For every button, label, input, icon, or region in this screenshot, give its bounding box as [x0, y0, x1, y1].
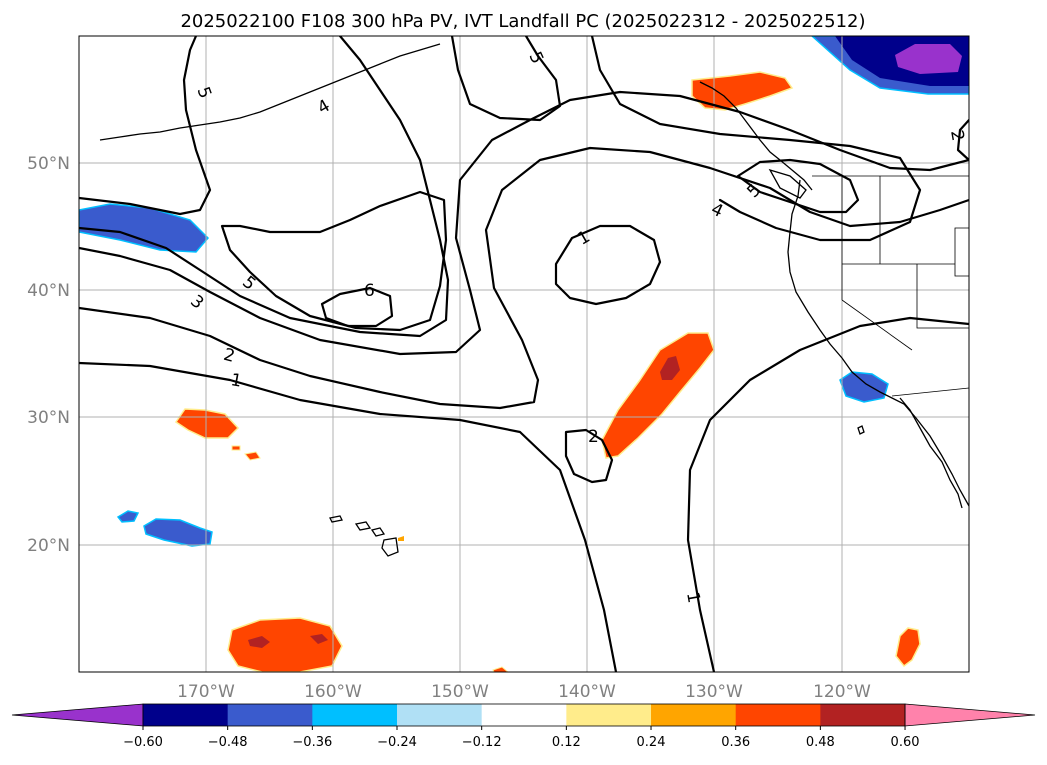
lon-tick-160w: 160°W	[304, 682, 362, 702]
shade-pos-tiny-hawaii	[398, 536, 404, 541]
positive-shading	[174, 71, 921, 672]
shade-neg-socal	[839, 371, 889, 403]
contour-label: 1	[682, 591, 704, 605]
colorbar-segment	[481, 704, 567, 726]
shade-pos-south-core-a	[248, 636, 270, 648]
contour-4	[79, 36, 450, 338]
border-us-mexico	[891, 387, 969, 397]
contour-label: 2	[221, 345, 237, 367]
colorbar-tick-label: −0.36	[292, 735, 332, 750]
colorbar-segment	[651, 704, 737, 726]
map-panel: 5 4 5 5 6 3 2 1 1 4 5 2 2 1	[79, 36, 969, 672]
island-hawaii-c	[370, 527, 386, 537]
shade-pos-small-a	[244, 451, 261, 461]
colorbar-segment	[227, 704, 313, 726]
latitude-ticks: 50°N 40°N 30°N 20°N	[27, 154, 70, 556]
lat-tick-40n: 40°N	[27, 281, 70, 301]
pv-contours	[79, 36, 969, 672]
shade-pos-mexico	[895, 627, 921, 668]
contour-label: 6	[364, 281, 375, 301]
colorbar-tick-label: 0.36	[721, 735, 750, 750]
shade-pos-northwest-hawaii	[174, 408, 240, 439]
lat-tick-30n: 30°N	[27, 408, 70, 428]
shade-neg-northeast-core	[895, 44, 962, 74]
colorbar-segment	[397, 704, 483, 726]
border-state-d	[841, 299, 913, 351]
figure-title: 2025022100 F108 300 hPa PV, IVT Landfall…	[180, 11, 865, 32]
colorbar-segment	[820, 704, 906, 726]
contour-1-ridge	[554, 224, 662, 306]
colorbar-segment	[735, 704, 821, 726]
colorbar-extend-low	[11, 703, 144, 727]
coast-alaska-panhandle	[699, 81, 813, 191]
contour-2-northeast	[956, 118, 969, 162]
island-hawaii-a	[329, 515, 343, 523]
colorbar-tick-label: −0.12	[462, 735, 502, 750]
border-state-e	[916, 264, 969, 329]
lon-tick-140w: 140°W	[558, 682, 616, 702]
coast-aleutians	[99, 43, 441, 141]
colorbar-tick-label: −0.48	[208, 735, 248, 750]
border-state-f	[954, 227, 969, 277]
contour-5-east	[736, 158, 860, 214]
colorbar-tick-label: 0.48	[806, 735, 835, 750]
political-borders	[812, 175, 969, 397]
lon-tick-130w: 130°W	[685, 682, 743, 702]
contour-2	[79, 146, 969, 410]
colorbar: −0.60 −0.48 −0.36 −0.24 −0.12 0.12 0.24 0.36 0.4…	[11, 703, 1036, 750]
contour-1-south	[79, 361, 618, 672]
negative-shading	[79, 36, 969, 547]
contour-label: 2	[946, 129, 968, 143]
coast-west-us	[787, 179, 969, 507]
lon-tick-150w: 150°W	[431, 682, 489, 702]
island-hawaii-d	[381, 537, 399, 557]
coastlines	[99, 43, 969, 557]
lon-tick-120w: 120°W	[813, 682, 871, 702]
colorbar-tick-label: 0.60	[891, 735, 920, 750]
contour-5-north	[450, 36, 562, 122]
map-background	[79, 36, 969, 672]
contour-4-east	[590, 36, 922, 242]
colorbar-segment	[566, 704, 652, 726]
shade-pos-subtropical	[601, 332, 715, 459]
colorbar-tick-label: −0.60	[123, 735, 163, 750]
colorbar-tick-label: 0.24	[637, 735, 666, 750]
contour-1-east	[686, 316, 969, 672]
coast-vancouver-island	[768, 168, 807, 199]
map-frame	[78, 35, 970, 673]
colorbar-tick-label: −0.24	[377, 735, 417, 750]
shade-pos-small-b	[231, 445, 241, 451]
contour-2-pocket	[564, 428, 614, 484]
shade-neg-hawaii-west	[143, 518, 213, 547]
shade-neg-hawaii-far-west	[116, 510, 140, 523]
island-hawaii-b	[354, 521, 372, 531]
contour-label: 1	[229, 370, 243, 392]
contour-5-west	[79, 36, 212, 216]
contour-6	[320, 286, 394, 328]
colorbar-ticks: −0.60 −0.48 −0.36 −0.24 −0.12 0.12 0.24 0.36 0.4…	[123, 726, 920, 750]
lat-tick-50n: 50°N	[27, 154, 70, 174]
contour-label: 2	[588, 427, 599, 447]
shade-pos-south-core-b	[310, 634, 328, 644]
lat-tick-20n: 20°N	[27, 536, 70, 556]
coast-baja	[899, 397, 963, 509]
colorbar-segment	[312, 704, 398, 726]
colorbar-tick-label: 0.12	[552, 735, 581, 750]
shade-neg-dateline	[79, 203, 210, 253]
colorbar-segments	[11, 703, 1036, 727]
shade-pos-tiny	[492, 666, 509, 672]
colorbar-frame	[142, 703, 906, 727]
island-socal-a	[857, 425, 865, 435]
shade-pos-subtropical-core	[660, 356, 680, 380]
colorbar-segment	[143, 704, 229, 726]
shade-pos-south	[227, 617, 343, 672]
contour-5-closed	[220, 190, 448, 332]
longitude-ticks: 170°W 160°W 150°W 140°W 130°W 120°W	[177, 682, 871, 702]
lon-tick-170w: 170°W	[177, 682, 235, 702]
graticule	[79, 36, 969, 672]
colorbar-extend-high	[904, 703, 1036, 727]
shade-pos-alaska	[691, 71, 794, 111]
contour-3	[79, 90, 969, 356]
